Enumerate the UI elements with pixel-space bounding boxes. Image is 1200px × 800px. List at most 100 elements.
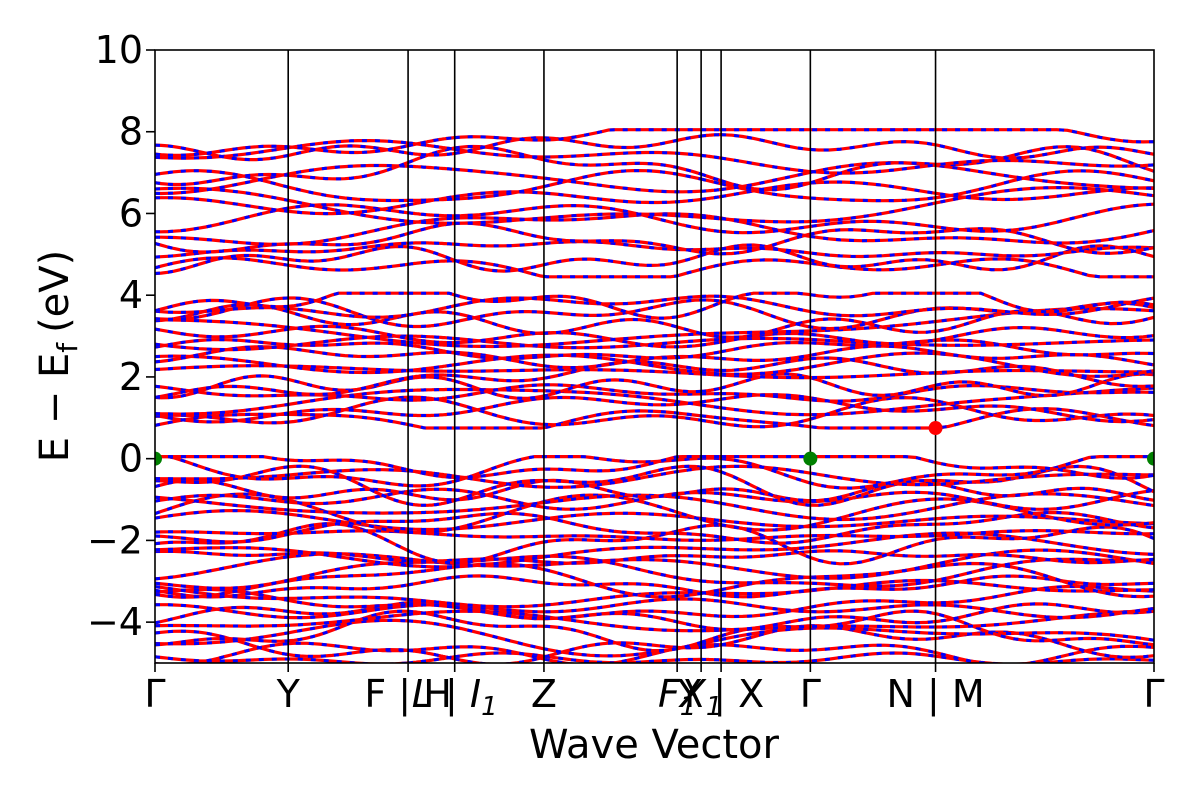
band-line-spin-down: [454, 511, 702, 531]
band-line-spin-down: [700, 613, 722, 618]
band-line-spin-down: [407, 320, 456, 328]
band-line-spin-down: [701, 598, 722, 603]
y-axis-ticks: 10 8 6 4 2 0 −2 −4: [87, 28, 155, 644]
band-line-spin-up: [720, 202, 1154, 235]
y-axis-title-unit: (eV): [32, 250, 78, 333]
band-line-spin-down: [155, 495, 409, 515]
band-line-spin-up: [407, 219, 455, 225]
vbm-marker: [1147, 451, 1154, 466]
band-line-spin-up: [720, 574, 1154, 599]
band-line-spin-down: [720, 624, 1154, 659]
band-line-spin-down: [155, 552, 409, 581]
band-line-spin-down: [454, 190, 702, 204]
band-line-spin-down: [155, 324, 409, 340]
vbm-marker: [803, 451, 818, 466]
band-line-spin-down: [155, 139, 409, 160]
band-line-spin-up: [720, 548, 1154, 580]
band-line-spin-down: [155, 389, 409, 416]
band-line-spin-down: [700, 397, 722, 404]
band-line-spin-down: [155, 345, 409, 364]
band-line-spin-down: [155, 585, 409, 601]
band-line-spin-up: [721, 368, 1154, 380]
band-line-spin-down: [454, 401, 702, 427]
band-line-spin-down: [454, 641, 702, 663]
band-line-spin-down: [701, 386, 722, 393]
band-line-spin-down: [454, 533, 702, 542]
band-line-spin-down: [721, 479, 1154, 503]
band-line-spin-down: [155, 489, 409, 505]
plot-frame: [154, 49, 1155, 664]
band-line-spin-down: [454, 511, 702, 537]
band-line-spin-down: [701, 153, 722, 160]
band-line-spin-down: [155, 291, 409, 313]
band-line-spin-down: [407, 468, 455, 479]
band-line-spin-down: [155, 338, 409, 349]
band-line-spin-down: [407, 619, 456, 629]
band-line-spin-down: [155, 169, 409, 202]
band-line-spin-down: [454, 554, 702, 565]
band-line-spin-up: [408, 602, 455, 609]
band-line-spin-down: [720, 169, 1154, 203]
band-line-spin-down: [407, 492, 455, 502]
band-line-spin-down: [155, 468, 409, 481]
x-tick-label: Γ: [144, 672, 165, 716]
band-line-spin-down: [454, 144, 702, 176]
band-line-spin-down: [720, 609, 1154, 647]
band-line-spin-up: [407, 340, 455, 348]
band-line-spin-up: [408, 526, 455, 535]
band-line-spin-down: [407, 363, 455, 372]
band-line-spin-up: [720, 180, 1154, 202]
band-line-spin-up: [720, 523, 1154, 566]
band-line-spin-up: [720, 510, 1154, 545]
band-line-spin-down: [454, 493, 702, 530]
band-line-spin-down: [454, 169, 702, 201]
band-line-spin-down: [700, 350, 722, 357]
band-line-spin-down: [721, 351, 1154, 378]
band-line-spin-down: [454, 351, 702, 360]
band-line-spin-down: [454, 618, 702, 653]
band-line-spin-down: [155, 296, 409, 328]
band-line-spin-down: [701, 533, 722, 539]
band-line-spin-down: [155, 612, 409, 628]
band-line-spin-up: [721, 528, 1154, 542]
band-line-spin-down: [155, 395, 409, 425]
band-line-spin-up: [408, 334, 455, 341]
band-line-spin-down: [155, 464, 409, 506]
band-line-spin-down: [720, 497, 1154, 532]
band-line-spin-down: [700, 332, 722, 339]
band-line-spin-up: [155, 186, 409, 223]
band-line-spin-down: [407, 575, 455, 587]
band-line-spin-down: [700, 367, 722, 372]
band-line-spin-up: [407, 558, 455, 563]
band-line-spin-down: [720, 492, 1154, 522]
band-line-spin-down: [700, 370, 722, 376]
band-line-spin-up: [407, 609, 455, 616]
band-line-spin-down: [454, 464, 702, 503]
band-line-spin-down: [454, 293, 702, 320]
band-line-spin-up: [408, 197, 455, 202]
band-line-spin-down: [155, 232, 409, 254]
band-line-spin-down: [701, 414, 722, 420]
band-line-spin-up: [407, 487, 455, 493]
band-line-spin-down: [454, 240, 702, 252]
band-line-spin-down: [720, 372, 1154, 398]
band-line-spin-down: [407, 609, 456, 622]
band-line-spin-up: [407, 151, 455, 157]
y-tick-label: 10: [95, 28, 143, 72]
band-line-spin-down: [454, 383, 702, 399]
band-line-spin-up: [721, 336, 1154, 347]
band-line-spin-down: [454, 455, 702, 480]
band-line-spin-down: [701, 579, 722, 584]
band-line-spin-down: [454, 134, 702, 155]
band-line-spin-down: [700, 588, 722, 595]
band-line-spin-down: [700, 625, 722, 631]
band-line-spin-up: [454, 144, 702, 176]
band-line-spin-down: [407, 423, 455, 430]
kpoint-lines: [287, 50, 937, 663]
band-line-spin-down: [155, 196, 409, 216]
band-line-spin-up: [721, 549, 1154, 565]
y-tick-label: 2: [119, 355, 143, 399]
band-line-spin-up: [408, 164, 455, 171]
band-line-spin-down: [155, 376, 409, 399]
